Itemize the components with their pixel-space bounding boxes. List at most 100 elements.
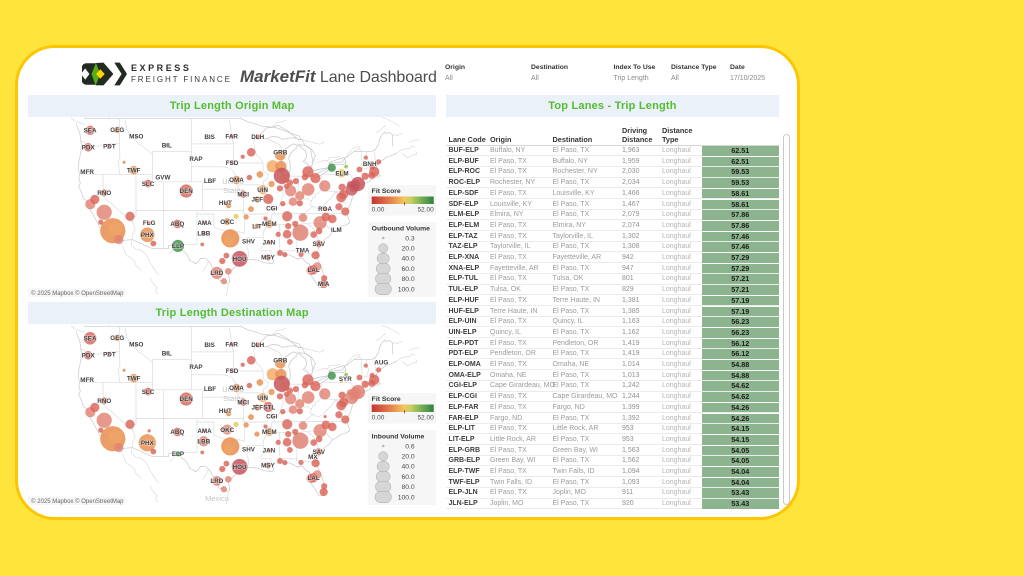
svg-text:OMA: OMA [229,177,244,184]
svg-text:LRD: LRD [210,478,223,485]
svg-text:PDX: PDX [82,352,96,359]
svg-text:MSO: MSO [129,341,143,348]
svg-text:ELP: ELP [172,243,184,250]
svg-text:AMA: AMA [197,427,212,434]
svg-text:© 2025 Mapbox © OpenStreetMap: © 2025 Mapbox © OpenStreetMap [31,497,124,504]
svg-text:MEM: MEM [262,429,277,436]
svg-text:PHX: PHX [141,439,155,446]
svg-text:SEA: SEA [83,335,96,342]
svg-text:ELM: ELM [335,170,348,177]
svg-text:ROA: ROA [318,206,332,213]
svg-text:LBF: LBF [204,178,216,185]
svg-text:60.0: 60.0 [401,266,414,273]
svg-text:MIA: MIA [318,281,330,288]
svg-text:100.0: 100.0 [398,494,415,501]
svg-text:TWF: TWF [127,167,141,174]
svg-text:JAN: JAN [262,239,275,246]
svg-text:0.6: 0.6 [405,443,415,450]
svg-text:Mexico: Mexico [205,493,229,502]
svg-text:DLH: DLH [251,134,264,141]
svg-text:UIN: UIN [257,394,268,401]
svg-text:52.00: 52.00 [417,414,434,421]
svg-text:CGI: CGI [266,413,277,420]
svg-text:LBF: LBF [204,386,216,393]
svg-text:LBB: LBB [197,438,210,445]
svg-text:MSY: MSY [261,255,275,262]
svg-text:AUG: AUG [374,359,388,366]
svg-text:60.0: 60.0 [401,473,414,480]
svg-text:80.0: 80.0 [401,484,414,491]
svg-text:0.00: 0.00 [371,206,384,213]
svg-text:Fit Score: Fit Score [371,396,400,403]
svg-text:OKC: OKC [220,426,234,433]
svg-text:BIS: BIS [204,134,214,141]
svg-text:JEF: JEF [251,197,263,204]
svg-text:DLH: DLH [251,342,264,349]
svg-text:CGI: CGI [266,205,277,212]
svg-text:PDT: PDT [103,143,116,150]
svg-text:PDX: PDX [82,145,96,152]
svg-text:FSD: FSD [226,367,239,374]
svg-text:MSY: MSY [261,462,275,469]
svg-text:80.0: 80.0 [401,276,414,283]
svg-text:MCI: MCI [237,399,249,406]
svg-text:52.00: 52.00 [417,206,434,213]
svg-text:FLG: FLG [143,220,156,227]
svg-text:OMA: OMA [229,385,244,392]
svg-text:OKC: OKC [220,219,234,226]
svg-text:SEA: SEA [83,128,96,135]
svg-text:HOU: HOU [232,463,246,470]
svg-text:AMA: AMA [197,220,212,227]
svg-text:GRB: GRB [273,150,287,157]
svg-text:Outbound Volume: Outbound Volume [371,225,429,232]
svg-text:ELP: ELP [172,451,184,458]
svg-text:SHV: SHV [242,446,256,453]
svg-text:HUT: HUT [219,408,232,415]
svg-text:ILM: ILM [331,227,342,234]
svg-text:JEF: JEF [251,404,263,411]
svg-text:MCI: MCI [237,191,249,198]
svg-text:PHX: PHX [141,232,155,239]
svg-text:100.0: 100.0 [398,286,415,293]
svg-text:SLC: SLC [142,181,155,188]
svg-text:0.00: 0.00 [371,414,384,421]
svg-text:MFR: MFR [80,377,94,384]
svg-text:RNO: RNO [97,190,111,197]
svg-text:MEM: MEM [262,221,277,228]
svg-text:GVW: GVW [155,175,170,182]
svg-text:MX: MX [308,454,318,461]
svg-text:GEG: GEG [110,127,124,134]
svg-text:40.0: 40.0 [401,256,414,263]
svg-text:MFR: MFR [80,169,94,176]
svg-text:FSD: FSD [226,160,239,167]
svg-text:0.3: 0.3 [405,235,415,242]
svg-text:SLC: SLC [142,388,155,395]
svg-text:Fit Score: Fit Score [371,188,400,195]
svg-text:LIT: LIT [252,223,262,230]
svg-text:LAL: LAL [307,474,319,481]
svg-text:TMA: TMA [296,247,310,254]
svg-text:RAP: RAP [189,156,202,163]
svg-text:BIL: BIL [162,350,172,357]
svg-text:DEN: DEN [179,396,193,403]
svg-text:FAR: FAR [225,341,238,348]
svg-text:LRD: LRD [210,270,223,277]
svg-text:RAP: RAP [189,363,202,370]
svg-text:20.0: 20.0 [401,453,414,460]
svg-text:GEG: GEG [110,335,124,342]
svg-text:States: States [223,186,244,195]
svg-text:SYR: SYR [339,376,352,383]
svg-text:© 2025 Mapbox © OpenStreetMap: © 2025 Mapbox © OpenStreetMap [31,290,124,297]
svg-text:TWF: TWF [127,375,141,382]
svg-text:DEN: DEN [179,188,193,195]
svg-text:BIS: BIS [204,342,214,349]
svg-text:JAN: JAN [262,447,275,454]
svg-text:MSO: MSO [129,134,143,141]
svg-text:LAL: LAL [307,267,319,274]
svg-text:UIN: UIN [257,187,268,194]
svg-text:LBB: LBB [197,230,210,237]
svg-text:ABQ: ABQ [170,221,184,228]
svg-text:RNO: RNO [97,398,111,405]
svg-text:FAR: FAR [225,134,238,141]
svg-text:ABQ: ABQ [170,429,184,436]
